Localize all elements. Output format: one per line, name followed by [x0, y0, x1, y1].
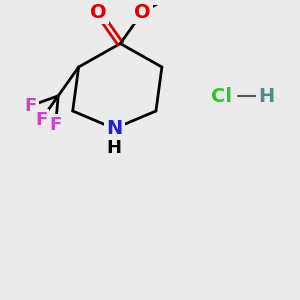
Text: H: H: [107, 139, 122, 157]
Text: F: F: [24, 97, 36, 115]
Text: O: O: [90, 3, 106, 22]
Text: Cl: Cl: [211, 87, 232, 106]
Text: F: F: [50, 116, 62, 134]
Text: F: F: [35, 111, 47, 129]
Text: H: H: [258, 87, 274, 106]
Text: N: N: [106, 119, 122, 138]
Text: O: O: [134, 3, 151, 22]
